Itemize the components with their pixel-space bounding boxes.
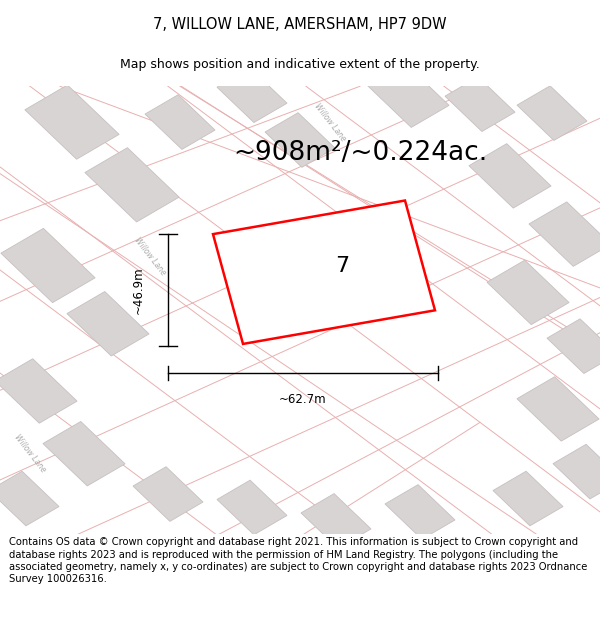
- Polygon shape: [43, 421, 125, 486]
- Polygon shape: [213, 201, 435, 344]
- Polygon shape: [25, 85, 119, 159]
- Polygon shape: [301, 494, 371, 548]
- Polygon shape: [445, 77, 515, 131]
- Text: Map shows position and indicative extent of the property.: Map shows position and indicative extent…: [120, 58, 480, 71]
- Polygon shape: [547, 319, 600, 374]
- Polygon shape: [487, 260, 569, 324]
- Polygon shape: [1, 228, 95, 302]
- Polygon shape: [145, 95, 215, 149]
- Polygon shape: [469, 144, 551, 208]
- Polygon shape: [493, 471, 563, 526]
- Polygon shape: [553, 444, 600, 499]
- Text: 7: 7: [335, 256, 349, 276]
- Polygon shape: [367, 63, 449, 128]
- Text: ~46.9m: ~46.9m: [131, 266, 145, 314]
- Polygon shape: [529, 202, 600, 266]
- Polygon shape: [67, 291, 149, 356]
- Polygon shape: [517, 86, 587, 141]
- Polygon shape: [0, 359, 77, 423]
- Polygon shape: [265, 112, 335, 168]
- Polygon shape: [133, 467, 203, 521]
- Polygon shape: [217, 480, 287, 535]
- Text: 7, WILLOW LANE, AMERSHAM, HP7 9DW: 7, WILLOW LANE, AMERSHAM, HP7 9DW: [153, 17, 447, 32]
- Polygon shape: [0, 471, 59, 526]
- Text: Willow Lane: Willow Lane: [313, 101, 347, 143]
- Text: ~908m²/~0.224ac.: ~908m²/~0.224ac.: [233, 141, 487, 166]
- Polygon shape: [217, 68, 287, 122]
- Polygon shape: [385, 484, 455, 539]
- Text: Willow Lane: Willow Lane: [13, 433, 47, 474]
- Polygon shape: [517, 377, 599, 441]
- Text: ~62.7m: ~62.7m: [279, 394, 327, 406]
- Text: Contains OS data © Crown copyright and database right 2021. This information is : Contains OS data © Crown copyright and d…: [9, 537, 587, 584]
- Text: Willow Lane: Willow Lane: [133, 236, 167, 278]
- Polygon shape: [85, 148, 179, 222]
